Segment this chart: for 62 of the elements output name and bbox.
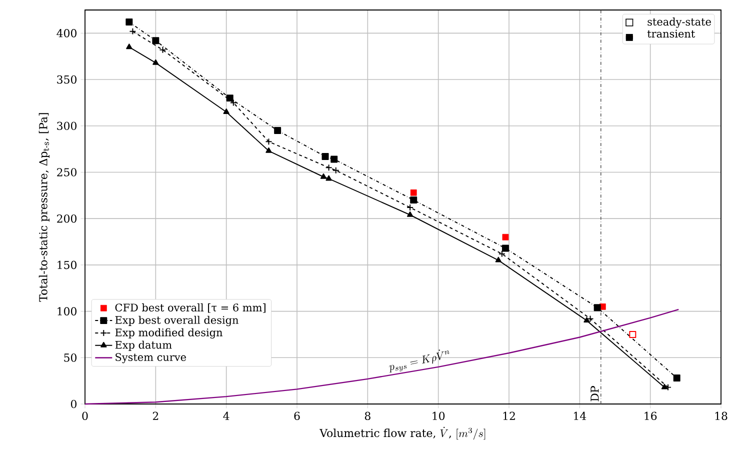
legend-label: CFD best overall [τ = 6 mm]: [115, 303, 266, 313]
x-tick-label: 12: [503, 412, 515, 420]
point: [661, 384, 668, 390]
point: [406, 204, 414, 211]
point: [152, 59, 159, 65]
y-tick-label: 250: [57, 168, 76, 176]
point: [673, 374, 680, 382]
point: [325, 164, 332, 172]
point: [126, 44, 132, 50]
x-tick-label: 6: [294, 412, 300, 420]
ref-line-label: DP: [590, 386, 599, 402]
point: [594, 304, 601, 312]
y-tick-label: 150: [58, 260, 76, 270]
y-tick-label: 200: [57, 214, 76, 223]
x-tick-label: 4: [223, 412, 230, 420]
point: [406, 211, 414, 217]
point: [266, 147, 272, 153]
point: [332, 166, 340, 174]
point: [274, 127, 282, 134]
x-tick-label: 0: [82, 412, 88, 420]
point: [629, 330, 636, 338]
point: [152, 37, 160, 44]
y-tick-label: 0: [70, 400, 76, 408]
x-tick-label: 14: [574, 412, 586, 420]
legend-label: System curve: [116, 353, 186, 364]
point: [265, 138, 272, 146]
y-tick-label: 350: [57, 75, 76, 84]
legend-label: Exp modified design: [115, 328, 222, 339]
y-tick-label: 300: [57, 122, 76, 130]
point: [223, 108, 230, 114]
point: [322, 152, 329, 160]
x-tick-label: 16: [644, 412, 657, 420]
point: [226, 94, 234, 102]
legend-label: Exp best overall design: [115, 316, 238, 326]
point: [326, 175, 332, 181]
annotation: $p_{sys} = K\rho\dot{V}^{n}$: [389, 350, 450, 373]
x-axis-title: $\mbox{Volumetric flow rate, }\dot{V}\mbox{, }[m^{3}/s]$: [319, 426, 486, 440]
point: [330, 156, 338, 163]
y-axis-title: Total-to-static pressure, Δp$_{t-s}$, [Pa]: [38, 113, 50, 302]
point: [410, 189, 417, 196]
y-tick-label: 100: [58, 307, 76, 316]
legend-label: Exp datum: [115, 340, 172, 351]
point: [502, 244, 509, 252]
point: [584, 317, 590, 323]
point: [495, 256, 502, 262]
annotation: steady-state: [648, 18, 711, 28]
point: [129, 28, 136, 35]
point: [502, 234, 509, 240]
x-tick-label: 8: [364, 412, 370, 420]
y-tick-label: 400: [56, 29, 76, 38]
x-tick-label: 10: [432, 412, 445, 420]
y-tick-label: 50: [64, 354, 76, 362]
point: [586, 315, 594, 322]
point: [498, 250, 506, 258]
point: [159, 46, 166, 54]
x-tick-label: 18: [715, 412, 728, 420]
x-tick-label: 2: [152, 412, 158, 420]
point: [230, 99, 237, 106]
point: [126, 18, 133, 26]
point: [320, 173, 327, 179]
annotation: transient: [647, 30, 696, 38]
point: [410, 196, 418, 204]
